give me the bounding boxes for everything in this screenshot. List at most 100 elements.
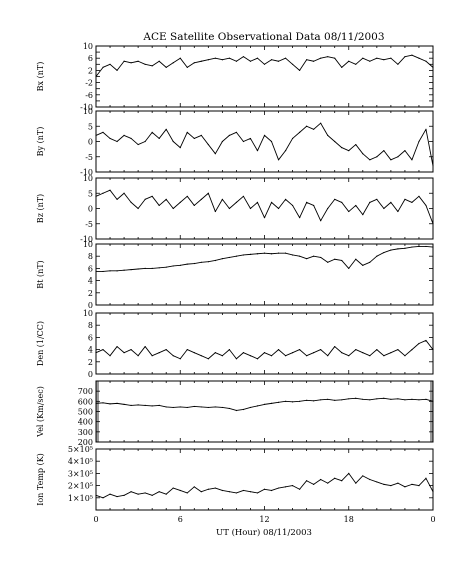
data-point bbox=[95, 271, 96, 272]
data-point bbox=[222, 59, 223, 60]
data-point bbox=[376, 349, 377, 350]
data-point bbox=[376, 398, 377, 399]
data-point bbox=[299, 132, 300, 133]
data-point bbox=[215, 406, 216, 407]
data-point bbox=[145, 268, 146, 269]
data-point bbox=[173, 62, 174, 63]
data-point bbox=[95, 495, 96, 496]
data-point bbox=[355, 64, 356, 65]
data-point bbox=[383, 484, 384, 485]
data-point bbox=[292, 254, 293, 255]
data-point bbox=[222, 355, 223, 356]
data-point bbox=[306, 202, 307, 203]
data-point bbox=[215, 211, 216, 212]
data-point bbox=[109, 138, 110, 139]
data-point bbox=[341, 399, 342, 400]
data-point bbox=[341, 352, 342, 353]
data-point bbox=[180, 490, 181, 491]
data-point bbox=[229, 349, 230, 350]
data-point bbox=[376, 199, 377, 200]
x-tick-label: 12 bbox=[259, 515, 269, 524]
data-point bbox=[362, 265, 363, 266]
data-point bbox=[257, 150, 258, 151]
data-point bbox=[320, 399, 321, 400]
data-point bbox=[243, 254, 244, 255]
data-point bbox=[285, 486, 286, 487]
data-point bbox=[313, 256, 314, 257]
data-point bbox=[306, 59, 307, 60]
data-point bbox=[102, 67, 103, 68]
data-point bbox=[95, 352, 96, 353]
data-point bbox=[348, 61, 349, 62]
plot-frame bbox=[96, 46, 433, 107]
data-point bbox=[109, 190, 110, 191]
data-point bbox=[341, 67, 342, 68]
data-point bbox=[411, 484, 412, 485]
data-point bbox=[166, 67, 167, 68]
data-point bbox=[334, 346, 335, 347]
y-tick-label: 0 bbox=[88, 138, 93, 147]
data-point bbox=[102, 193, 103, 194]
data-point bbox=[166, 267, 167, 268]
data-point bbox=[180, 358, 181, 359]
data-point bbox=[341, 202, 342, 203]
data-point bbox=[320, 123, 321, 124]
data-point bbox=[123, 404, 124, 405]
data-point bbox=[152, 495, 153, 496]
y-tick-label: 10 bbox=[83, 240, 93, 249]
data-point bbox=[131, 138, 132, 139]
data-point bbox=[355, 349, 356, 350]
data-point bbox=[152, 355, 153, 356]
data-point bbox=[418, 58, 419, 59]
data-point bbox=[138, 61, 139, 62]
data-point bbox=[292, 138, 293, 139]
y-axis-label: Bx (nT) bbox=[36, 62, 45, 92]
data-point bbox=[138, 404, 139, 405]
data-point bbox=[411, 246, 412, 247]
data-point bbox=[201, 406, 202, 407]
plot-frame bbox=[96, 111, 433, 172]
data-point bbox=[355, 483, 356, 484]
data-point bbox=[334, 58, 335, 59]
data-point bbox=[376, 481, 377, 482]
data-point bbox=[320, 58, 321, 59]
x-tick-label: 18 bbox=[344, 515, 354, 524]
data-point bbox=[257, 405, 258, 406]
data-point bbox=[278, 402, 279, 403]
data-point bbox=[109, 355, 110, 356]
data-point bbox=[250, 355, 251, 356]
data-point bbox=[116, 141, 117, 142]
data-point bbox=[355, 144, 356, 145]
data-point bbox=[173, 141, 174, 142]
data-point bbox=[404, 56, 405, 57]
data-point bbox=[145, 64, 146, 65]
data-point bbox=[271, 355, 272, 356]
data-point bbox=[159, 138, 160, 139]
data-point bbox=[285, 58, 286, 59]
data-point bbox=[320, 257, 321, 258]
y-tick-label: 2 bbox=[88, 289, 93, 298]
data-point bbox=[334, 141, 335, 142]
data-point bbox=[102, 132, 103, 133]
data-point bbox=[264, 135, 265, 136]
data-point bbox=[159, 267, 160, 268]
data-point bbox=[194, 486, 195, 487]
data-point bbox=[180, 406, 181, 407]
data-point bbox=[123, 61, 124, 62]
y-axis-label: Vel (Km/sec) bbox=[36, 386, 45, 438]
data-point bbox=[432, 349, 433, 350]
data-point bbox=[102, 271, 103, 272]
y-tick-label: 4×10⁵ bbox=[68, 457, 93, 466]
data-point bbox=[362, 352, 363, 353]
data-point bbox=[109, 270, 110, 271]
data-point bbox=[404, 399, 405, 400]
data-point bbox=[194, 138, 195, 139]
data-point bbox=[425, 246, 426, 247]
data-point bbox=[397, 211, 398, 212]
plot-frame bbox=[96, 313, 433, 374]
y-tick-label: 700 bbox=[78, 387, 93, 396]
data-point bbox=[187, 264, 188, 265]
series-line bbox=[96, 246, 433, 271]
data-point bbox=[411, 55, 412, 56]
y-axis-label: By (nT) bbox=[36, 127, 45, 157]
